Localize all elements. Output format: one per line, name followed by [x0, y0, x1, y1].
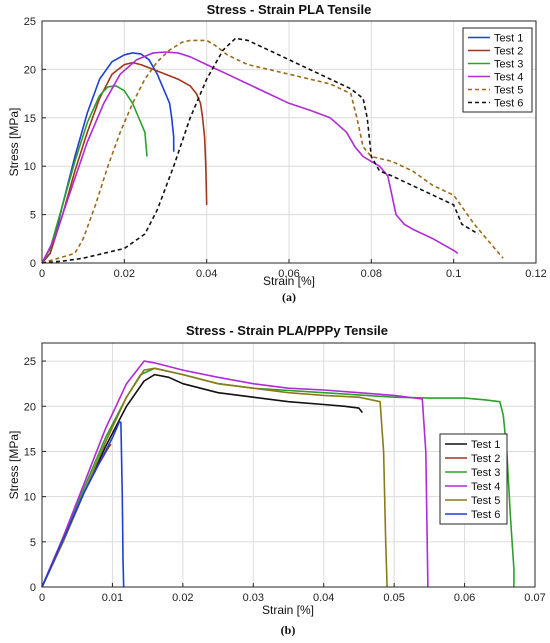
chart-b-legend-label: Test 5: [471, 495, 500, 507]
chart-a-series-line: [41, 37, 479, 264]
chart-b-y-tick-label: 0: [30, 582, 36, 594]
chart-b-ticks: 0 0.01 0.02 0.03 0.04 0.05 0.06 0.07 0 5 10 15 20 25: [24, 356, 546, 604]
chart-b-caption: (b): [281, 623, 296, 637]
chart-b-x-tick-label: 0.05: [383, 592, 404, 604]
chart-a-x-axis-label: Strain [%]: [263, 274, 315, 288]
chart-b-legend-label: Test 1: [471, 439, 500, 451]
chart-a-x-tick-label: 0.06: [278, 268, 299, 280]
chart-a-y-axis-label: Stress [MPa]: [7, 108, 21, 177]
chart-b-y-axis-label: Stress [MPa]: [7, 431, 21, 500]
chart-b-series-line: [41, 373, 364, 588]
chart-a-legend-label: Test 1: [494, 33, 523, 45]
chart-a-y-tick-label: 20: [24, 64, 36, 76]
chart-b-y-tick-label: 20: [24, 401, 36, 413]
chart-b-x-axis-label: Strain [%]: [262, 603, 314, 617]
chart-a-y-tick-label: 10: [24, 161, 36, 173]
chart-b-x-tick-label: 0.07: [524, 592, 545, 604]
chart-a-title: Stress - Strain PLA Tensile: [207, 2, 372, 17]
chart-b-legend-box: [439, 433, 508, 525]
chart-a-x-tick-label: 0.08: [361, 268, 382, 280]
chart-a-x-tick-label: 0.02: [114, 268, 135, 280]
chart-b-legend-label: Test 3: [471, 467, 500, 479]
chart-b-y-tick-label: 10: [24, 492, 36, 504]
chart-b-axes-box: [41, 342, 536, 588]
chart-b-x-tick-label: 0.03: [243, 592, 264, 604]
chart-b: Stress - Strain PLA/PPPy Tensile 0 0.01 0.…: [7, 323, 546, 637]
chart-a-series-line: [41, 51, 459, 264]
chart-a: Stress - Strain PLA Tensile 0 0.02 0.04 0.0…: [7, 2, 547, 304]
chart-a-series: [41, 37, 504, 264]
chart-b-legend-label: Test 4: [471, 481, 500, 493]
chart-a-legend-label: Test 2: [494, 46, 523, 58]
chart-a-x-tick-label: 0: [39, 268, 45, 280]
chart-a-legend-label: Test 6: [494, 98, 523, 110]
chart-b-series-line: [41, 367, 388, 588]
chart-a-x-tick-label: 0.12: [525, 268, 546, 280]
chart-a-legend-label: Test 5: [494, 85, 523, 97]
chart-b-x-tick-label: 0.01: [102, 592, 123, 604]
chart-a-y-tick-label: 0: [30, 258, 36, 270]
chart-b-x-tick-label: 0.06: [454, 592, 475, 604]
chart-b-x-tick-label: 0.02: [172, 592, 193, 604]
chart-a-legend-label: Test 4: [494, 72, 523, 84]
chart-a-legend-label: Test 3: [494, 59, 523, 71]
chart-a-series-line: [41, 39, 504, 264]
chart-a-series-line: [41, 61, 208, 264]
chart-a-caption: (a): [282, 290, 296, 304]
chart-b-series-line: [41, 360, 429, 588]
chart-a-series-line: [41, 85, 148, 264]
chart-b-legend-label: Test 2: [471, 453, 500, 465]
chart-b-title: Stress - Strain PLA/PPPy Tensile: [186, 323, 388, 338]
chart-b-series-line: [41, 420, 125, 588]
chart-a-x-tick-label: 0.04: [196, 268, 217, 280]
chart-a-x-tick-label: 0.1: [446, 268, 461, 280]
chart-b-x-tick-label: 0: [39, 592, 45, 604]
chart-b-legend-label: Test 6: [471, 509, 500, 521]
chart-a-y-tick-label: 25: [24, 16, 36, 28]
chart-a-y-tick-label: 5: [30, 210, 36, 222]
chart-a-ticks: 0 0.02 0.04 0.06 0.08 0.1 0.12 0 5 10 15 20 25: [24, 16, 547, 280]
chart-b-x-tick-label: 0.04: [313, 592, 334, 604]
chart-a-legend-box: [462, 27, 533, 113]
chart-b-y-tick-label: 15: [24, 446, 36, 458]
chart-b-legend: Test 1 Test 2 Test 3 Test 4 Test 5 Test 6: [439, 433, 508, 525]
chart-b-y-tick-label: 25: [24, 356, 36, 368]
chart-a-y-tick-label: 15: [24, 113, 36, 125]
chart-b-y-tick-label: 5: [30, 537, 36, 549]
